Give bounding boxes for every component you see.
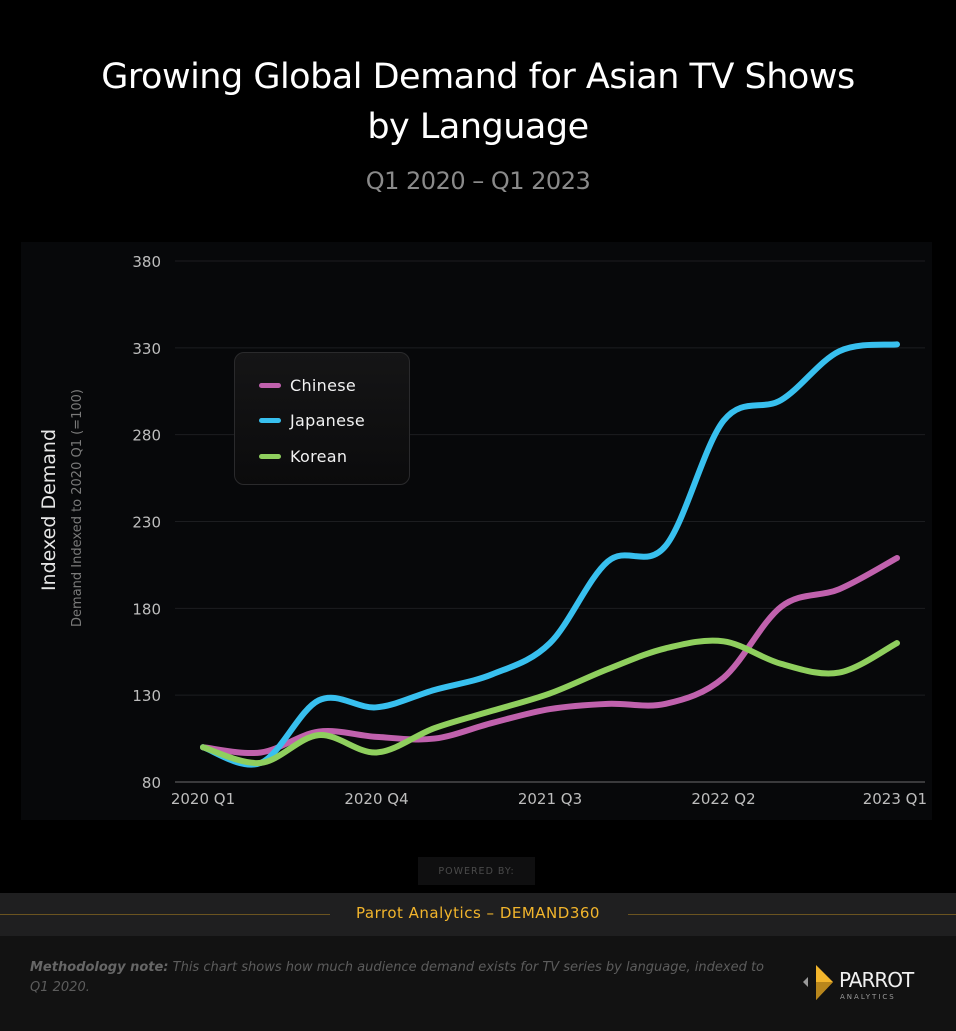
y-axis-subtitle: Demand Indexed to 2020 Q1 (=100)	[70, 389, 85, 627]
y-tick-label: 230	[132, 514, 161, 532]
powered-by-label: POWERED BY:	[418, 857, 535, 885]
legend-item-japanese[interactable]: Japanese	[259, 409, 365, 431]
banner-rule-left	[0, 914, 330, 915]
x-tick-label: 2022 Q2	[691, 790, 755, 808]
x-tick-label: 2020 Q1	[171, 790, 235, 808]
series-line-korean[interactable]	[200, 637, 900, 766]
x-tick-label: 2023 Q1	[863, 790, 927, 808]
y-tick-label: 130	[132, 687, 161, 705]
brand-line: Parrot Analytics – DEMAND360	[348, 904, 608, 922]
legend-label: Chinese	[290, 375, 357, 395]
logo-wing-shade-icon	[816, 982, 833, 1000]
parrot-analytics-logo[interactable]: PARROT ANALYTICS	[803, 963, 928, 1003]
y-tick-label: 330	[132, 340, 161, 358]
tick-labels: 80 130 180 230 280 330 380 2020 Q1 2020 Q4 2021 Q…	[132, 253, 927, 808]
methodology-text: This chart shows how much audience deman…	[30, 960, 765, 995]
title-line-2: by Language	[367, 107, 589, 147]
chart-subtitle: Q1 2020 – Q1 2023	[365, 167, 591, 195]
methodology-note: Methodology note: This chart shows how m…	[30, 958, 770, 998]
banner-rule-right	[628, 914, 956, 915]
title-line-1: Growing Global Demand for Asian TV Shows	[101, 57, 855, 97]
logo-arrow-icon	[803, 977, 808, 987]
legend-item-korean[interactable]: Korean	[259, 445, 347, 467]
methodology-label: Methodology note:	[30, 960, 169, 975]
footer: Methodology note: This chart shows how m…	[0, 936, 956, 1031]
logo-subtext: ANALYTICS	[840, 993, 896, 1001]
chart-title: Growing Global Demand for Asian TV Shows…	[0, 52, 956, 152]
series-line-japanese[interactable]	[200, 341, 900, 768]
y-tick-label: 180	[132, 600, 161, 618]
x-tick-label: 2021 Q3	[518, 790, 582, 808]
legend-swatch-korean	[259, 453, 281, 459]
y-tick-label: 380	[132, 253, 161, 271]
legend-label: Korean	[290, 446, 348, 466]
legend-label: Japanese	[290, 410, 366, 430]
series-lines	[200, 341, 900, 768]
legend-swatch-chinese	[259, 382, 281, 388]
series-line-chinese[interactable]	[200, 554, 900, 757]
y-axis-title: Indexed Demand	[38, 429, 60, 591]
y-tick-label: 280	[132, 427, 161, 445]
plot-panel	[21, 242, 932, 820]
brand-banner: Parrot Analytics – DEMAND360	[0, 893, 956, 936]
y-tick-label: 80	[142, 774, 161, 792]
legend: Chinese Japanese Korean	[234, 352, 410, 485]
logo-text: PARROT	[839, 968, 915, 992]
legend-item-chinese[interactable]: Chinese	[259, 374, 356, 396]
legend-swatch-japanese	[259, 417, 281, 423]
x-tick-label: 2020 Q4	[344, 790, 408, 808]
